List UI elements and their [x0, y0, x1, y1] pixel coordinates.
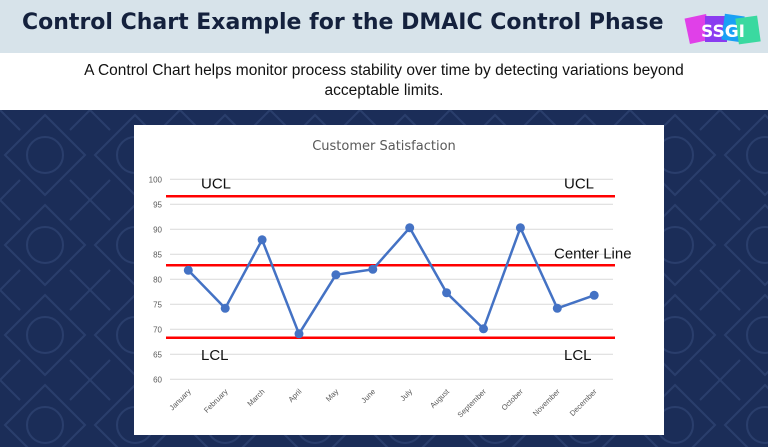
control-label-left: LCL	[201, 347, 229, 364]
description-text: A Control Chart helps monitor process st…	[84, 62, 684, 99]
y-tick-label: 85	[153, 250, 162, 259]
y-tick-label: 80	[153, 275, 162, 284]
y-tick-label: 90	[153, 225, 162, 234]
series-line	[187, 224, 595, 337]
ssgi-logo: SSGI	[684, 13, 761, 45]
data-point	[331, 270, 341, 280]
control-label-left: UCL	[201, 175, 231, 192]
data-point	[552, 303, 562, 313]
y-tick-label: 95	[153, 200, 162, 209]
control-label-right: UCL	[564, 175, 594, 192]
data-point	[589, 290, 599, 300]
data-point	[220, 303, 230, 313]
data-point	[405, 223, 415, 233]
y-tick-label: 75	[153, 300, 162, 309]
page-title: Control Chart Example for the DMAIC Cont…	[22, 10, 664, 35]
y-tick-label: 70	[153, 325, 162, 334]
control-label-right: Center Line	[554, 245, 632, 262]
data-point	[479, 324, 488, 334]
data-point	[294, 329, 304, 339]
data-point	[257, 235, 267, 245]
data-point	[368, 264, 378, 274]
y-tick-label: 60	[153, 375, 162, 384]
header-bar: Control Chart Example for the DMAIC Cont…	[0, 0, 768, 53]
y-tick-label: 100	[149, 175, 163, 184]
chart-title: Customer Satisfaction	[312, 139, 456, 154]
data-point	[183, 265, 193, 275]
chart-area	[134, 125, 664, 435]
data-point	[515, 223, 525, 233]
control-label-right: LCL	[564, 347, 592, 364]
description: A Control Chart helps monitor process st…	[0, 53, 768, 110]
y-tick-label: 65	[153, 350, 162, 359]
data-point	[442, 288, 452, 298]
logo-text: SSGI	[701, 22, 745, 42]
